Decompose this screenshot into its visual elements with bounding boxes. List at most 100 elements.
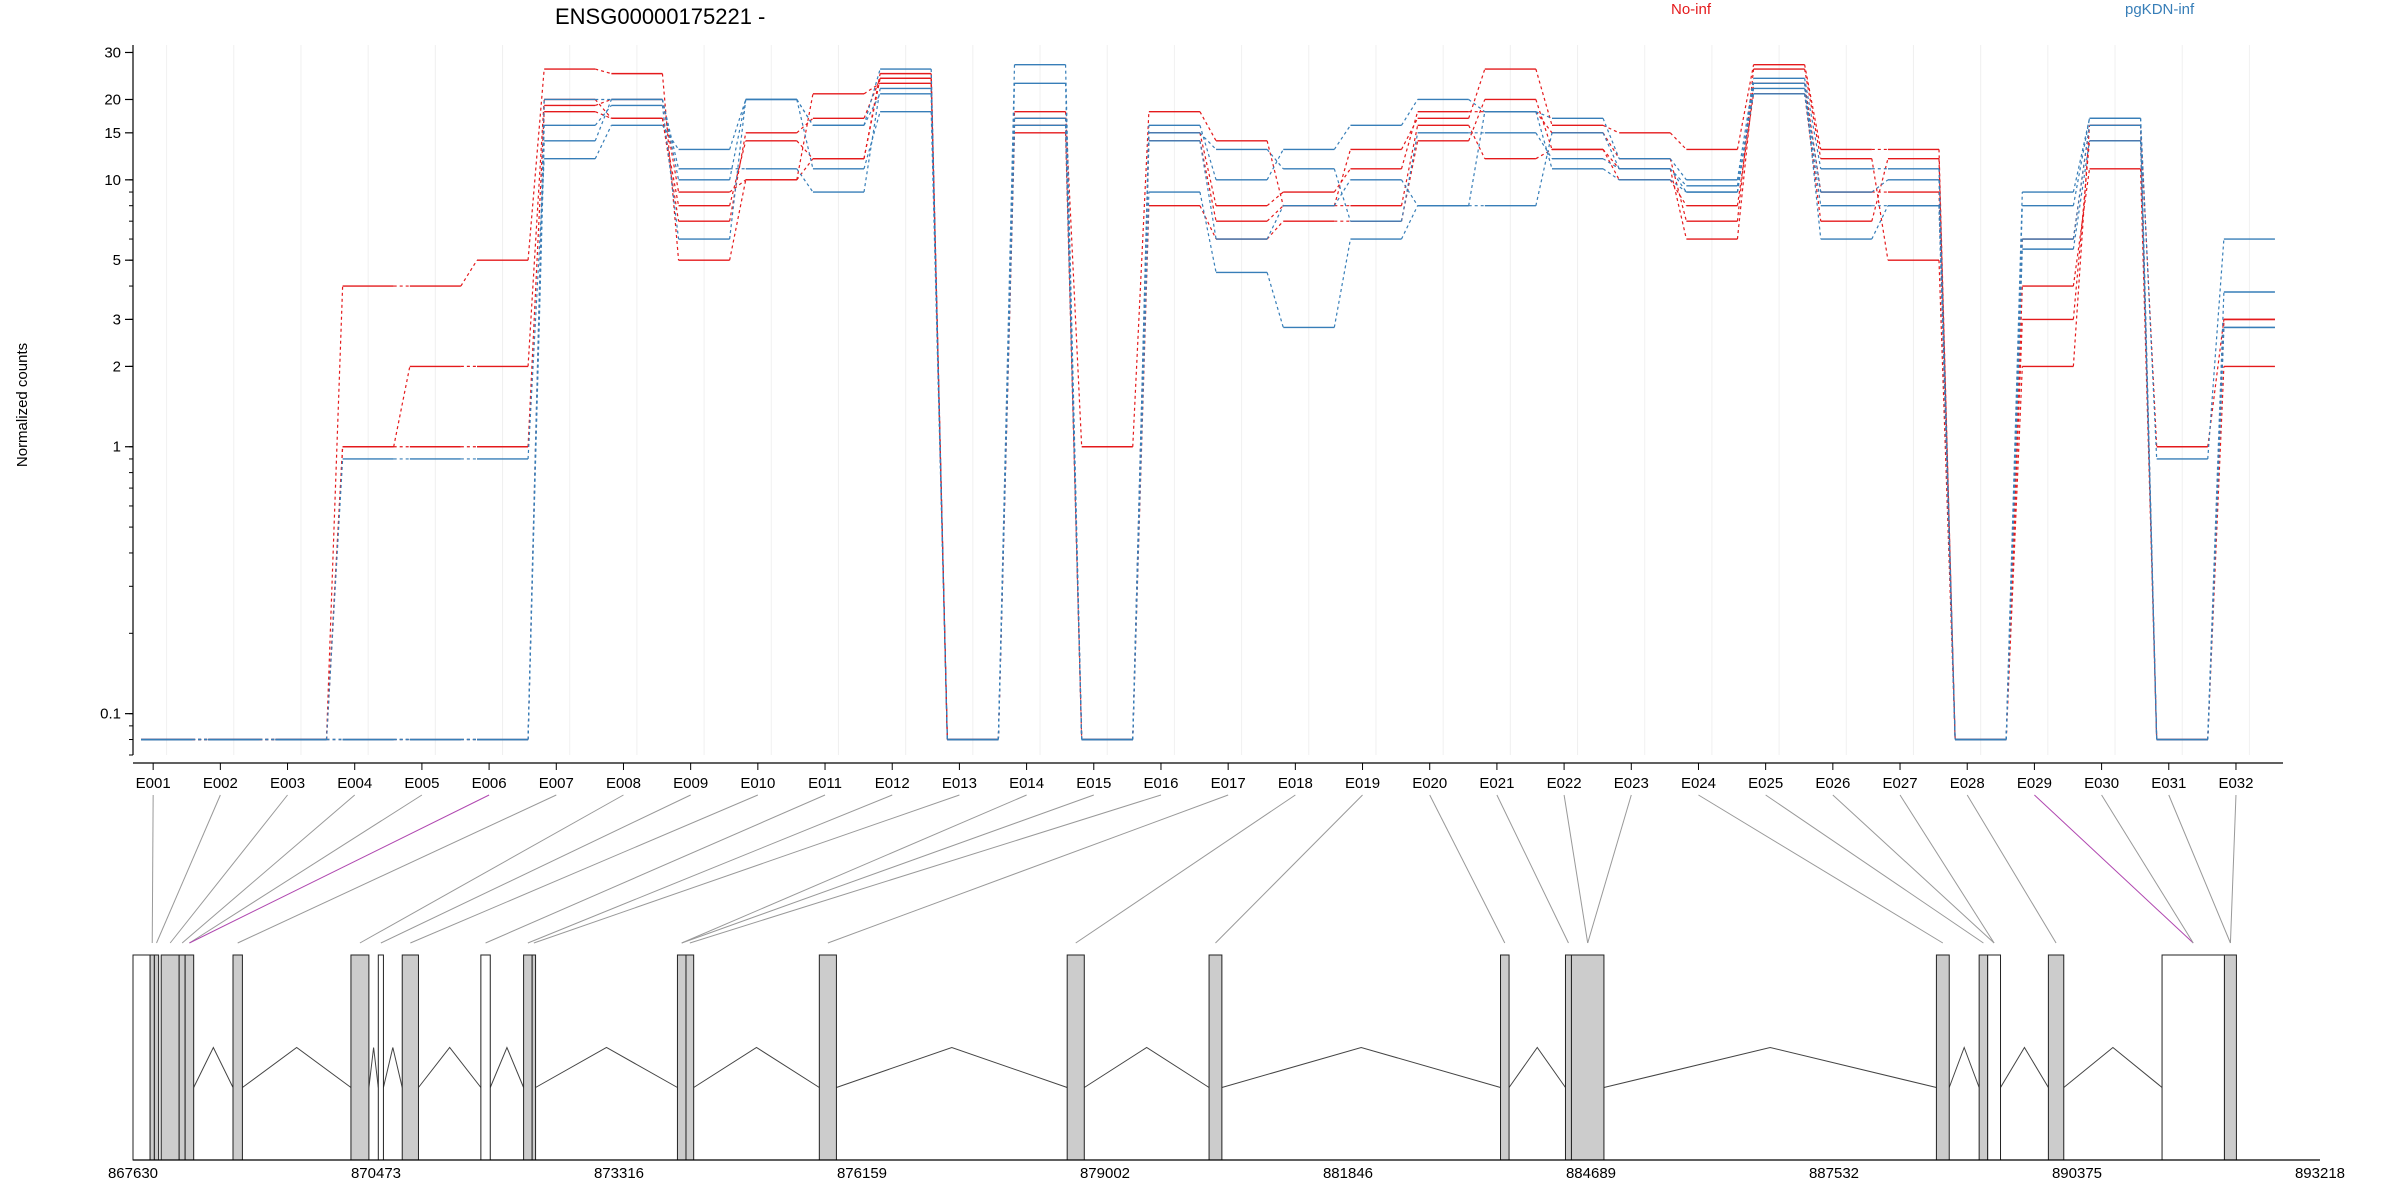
- exon-box: [1066, 954, 1085, 1161]
- series-connector: [1400, 125, 1419, 206]
- series-connector: [1736, 93, 1755, 206]
- series-connector: [1736, 78, 1755, 180]
- series-connector: [2005, 239, 2023, 740]
- series-line: [141, 63, 2275, 741]
- series-connector: [1333, 149, 1352, 206]
- series-connector: [863, 68, 881, 126]
- intron-line: [693, 1046, 820, 1088]
- series-connector: [527, 111, 545, 447]
- genomic-tick-label: 881846: [1323, 1165, 1373, 1182]
- exon-box: [1570, 954, 1605, 1161]
- genomic-tick-label: 870473: [351, 1165, 401, 1182]
- series-connector: [661, 99, 680, 193]
- x-tick-label: E004: [337, 775, 372, 792]
- x-tick-label: E018: [1278, 775, 1313, 792]
- series-connector: [1199, 132, 1217, 206]
- series-connector: [2139, 118, 2158, 459]
- exon-box: [1564, 954, 1572, 1161]
- series-connector: [595, 98, 612, 106]
- series-connector: [661, 105, 680, 240]
- series-connector: [1736, 69, 1755, 222]
- exon-box: [1208, 954, 1223, 1161]
- exon-connector: [1496, 794, 1569, 944]
- series-connector: [1468, 99, 1486, 142]
- series-connector: [2139, 125, 2158, 740]
- exon-box: [350, 954, 370, 1161]
- series-connector: [1804, 64, 1822, 150]
- intron-line: [836, 1046, 1068, 1088]
- y-tick-label: 0.1: [100, 706, 121, 723]
- exon-box: [132, 954, 151, 1161]
- series-connector: [1669, 132, 1687, 150]
- series-connector: [1669, 158, 1687, 181]
- series-connector: [1669, 168, 1687, 187]
- series-connector: [1468, 111, 1486, 206]
- x-tick-label: E013: [942, 775, 977, 792]
- x-tick-label: E005: [404, 775, 439, 792]
- series-connector: [1535, 111, 1553, 119]
- exon-box: [523, 954, 533, 1161]
- series-connector: [1199, 191, 1217, 273]
- x-tick-label: E001: [136, 775, 171, 792]
- series-connector: [1064, 132, 1083, 740]
- x-tick-label: E015: [1076, 775, 1111, 792]
- series-connector: [1400, 111, 1419, 169]
- series-connector: [729, 99, 747, 180]
- y-tick-label: 20: [104, 91, 121, 108]
- series-connector: [661, 99, 680, 169]
- series-connector: [2072, 118, 2091, 206]
- series-connector: [1804, 83, 1822, 240]
- y-tick-label: 10: [104, 172, 121, 189]
- exon-connector: [1832, 794, 1995, 944]
- series-line: [141, 77, 2275, 741]
- series-connector: [1535, 132, 1553, 160]
- series-connector: [1938, 260, 1956, 740]
- series-line: [141, 82, 2275, 741]
- series-connector: [2005, 192, 2023, 740]
- series-line: [141, 68, 2275, 741]
- series-connector: [1468, 68, 1486, 119]
- series-connector: [2072, 125, 2091, 367]
- series-connector: [1871, 205, 1889, 240]
- series-connector: [1400, 118, 1419, 150]
- exon-connector: [1075, 794, 1296, 944]
- exon-box: [153, 954, 160, 1161]
- series-connector: [1333, 179, 1351, 207]
- exon-box: [401, 954, 419, 1161]
- series-connector: [796, 99, 814, 126]
- series-connector: [595, 68, 612, 75]
- series-connector: [1535, 99, 1553, 150]
- series-connector: [1736, 64, 1755, 150]
- legend-pgkdn-inf: pgKDN-inf: [2125, 1, 2195, 18]
- intron-line: [2000, 1046, 2049, 1088]
- series-connector: [594, 125, 612, 159]
- x-tick-label: E003: [270, 775, 305, 792]
- genomic-tick-label: 876159: [837, 1165, 887, 1182]
- x-tick-label: E026: [1815, 775, 1850, 792]
- exon-box: [818, 954, 837, 1161]
- x-tick-label: E007: [539, 775, 574, 792]
- exon-connector: [1587, 794, 1632, 944]
- x-tick-label: E032: [2218, 775, 2253, 792]
- series-connector: [1602, 118, 1620, 159]
- series-connector: [1266, 205, 1284, 240]
- exon-connector: [181, 794, 356, 944]
- x-tick-label: E008: [606, 775, 641, 792]
- exon-connector: [2101, 794, 2194, 944]
- x-tick-label: E017: [1211, 775, 1246, 792]
- series-connector: [1535, 111, 1553, 169]
- exon-connector: [1429, 794, 1506, 944]
- series-connector: [594, 99, 612, 119]
- exon-connector: [2229, 794, 2237, 944]
- exon-connector: [1563, 794, 1589, 944]
- exon-connector: [380, 794, 691, 944]
- exon-connector: [359, 794, 624, 944]
- exon-connector: [1765, 794, 1984, 944]
- series-connector: [661, 73, 680, 261]
- series-connector: [1199, 140, 1217, 240]
- series-connector: [997, 125, 1016, 740]
- exon-box: [480, 954, 491, 1161]
- y-tick-label: 15: [104, 125, 121, 142]
- x-tick-label: E030: [2084, 775, 2119, 792]
- exon-box: [1987, 954, 2002, 1161]
